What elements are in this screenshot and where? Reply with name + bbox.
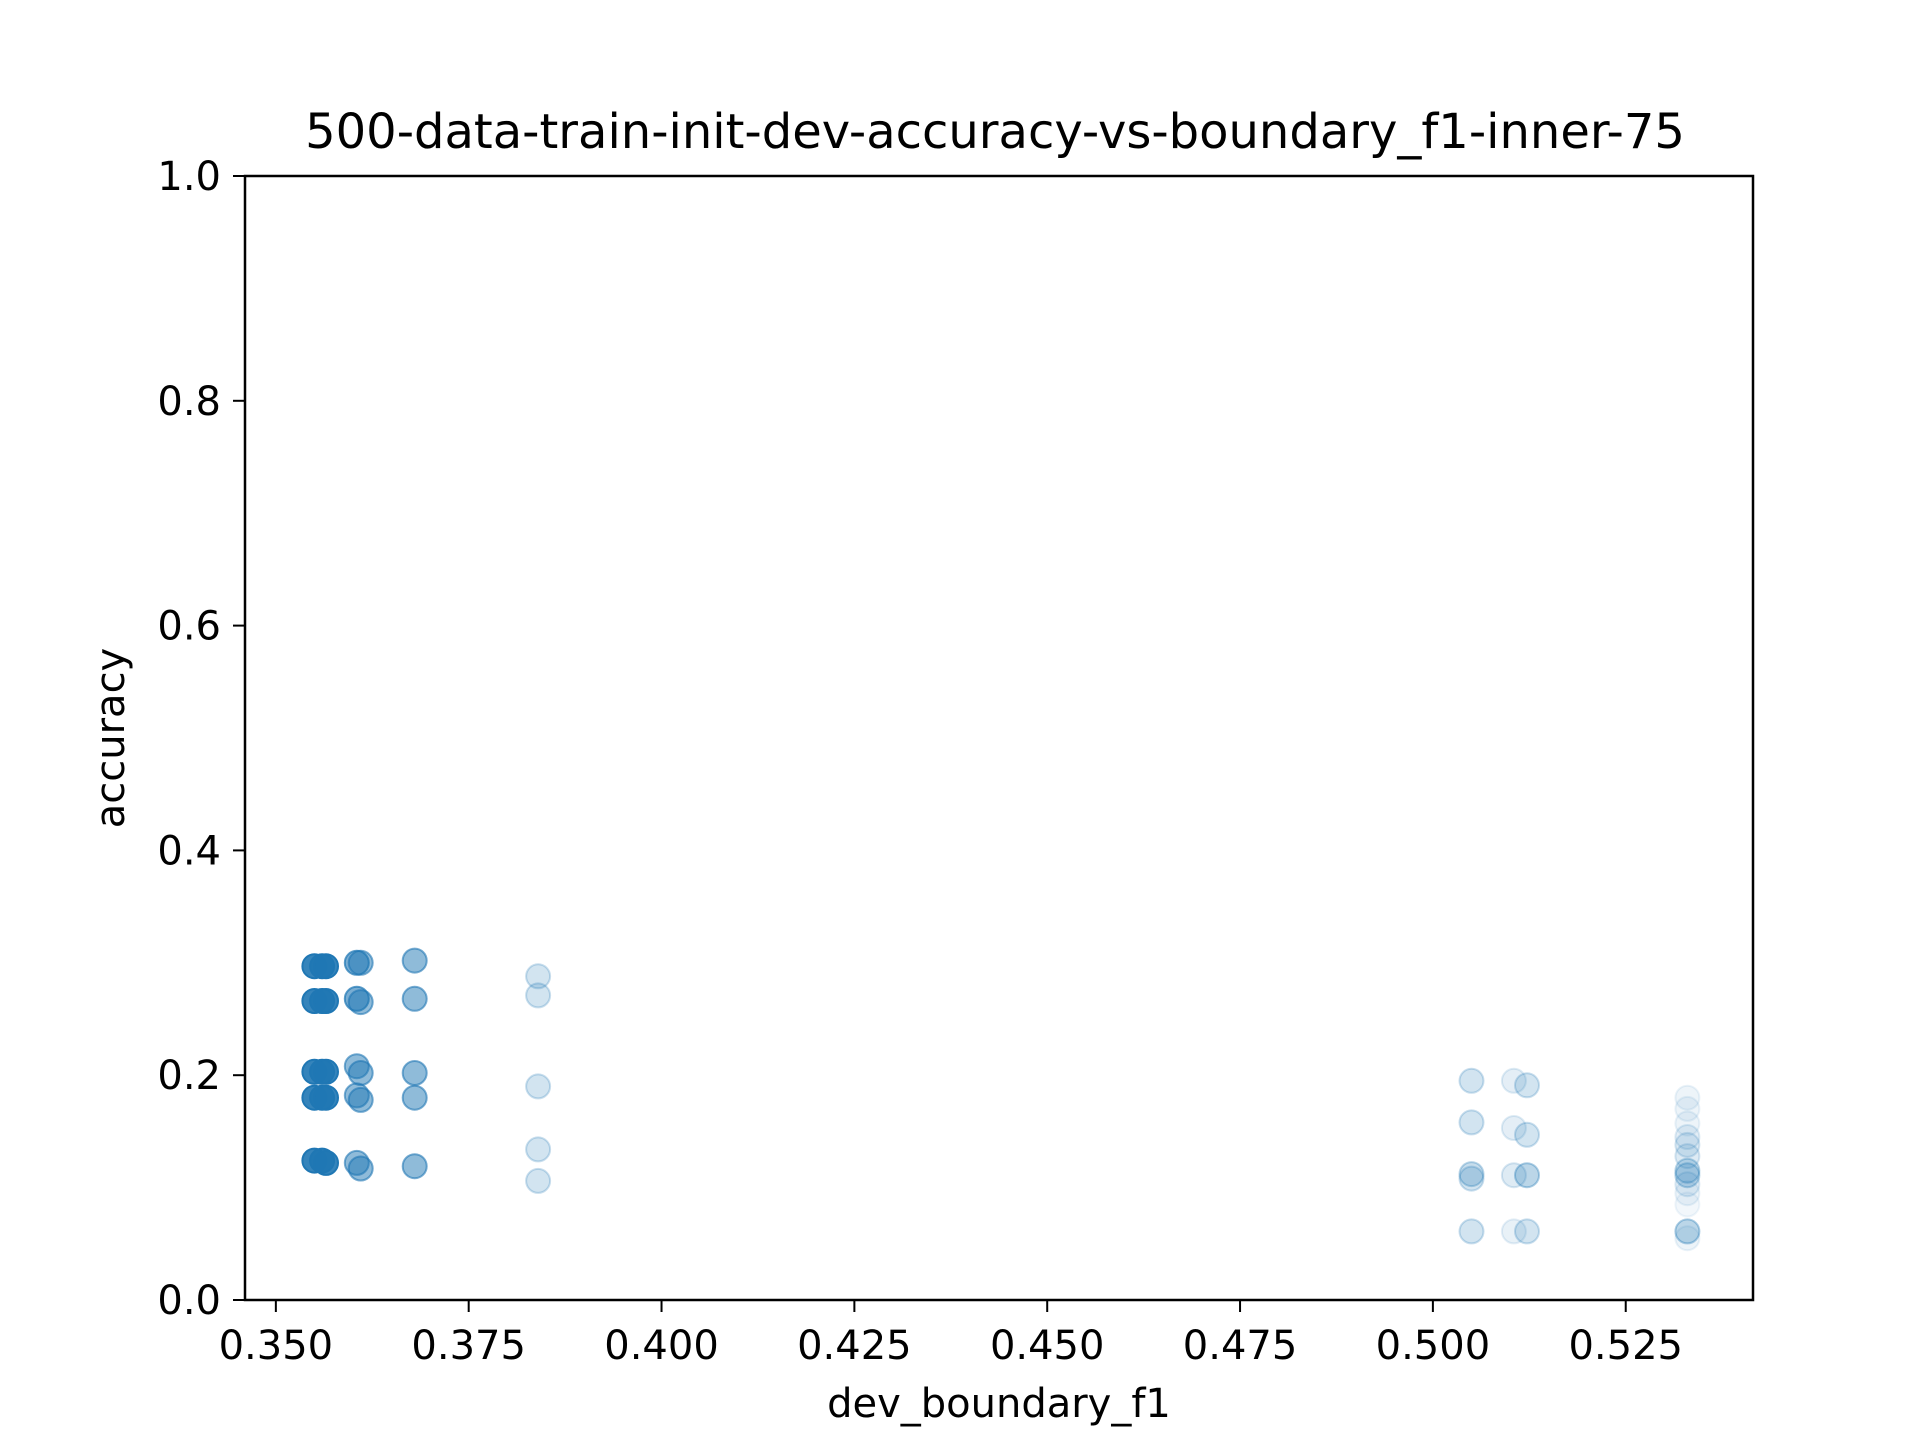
y-axis: 0.0 0.2 0.4 0.6 0.8 1.0	[157, 154, 245, 1324]
x-tick-label: 0.350	[219, 1323, 334, 1369]
y-tick-label: 0.8	[157, 379, 221, 425]
scatter-point	[525, 1136, 552, 1163]
scatter-point	[347, 989, 374, 1016]
x-tick-label: 0.525	[1568, 1323, 1683, 1369]
plot-frame	[243, 174, 1755, 1302]
scatter-point	[1514, 1072, 1540, 1099]
scatter-point	[1458, 1165, 1485, 1192]
scatter-point	[1674, 1191, 1701, 1218]
scatter-point	[1458, 1109, 1485, 1136]
y-tick-label: 0.6	[157, 604, 221, 650]
scatter-point	[313, 1084, 339, 1111]
scatter-point	[347, 949, 374, 976]
scatter-point	[525, 1167, 552, 1194]
scatter-point	[401, 1060, 428, 1086]
y-tick-label: 0.2	[157, 1053, 221, 1099]
scatter-point	[1674, 1084, 1701, 1111]
scatter-point	[401, 1153, 428, 1180]
scatter-point	[1458, 1218, 1485, 1245]
scatter-point	[1674, 1143, 1701, 1170]
y-tick-label: 1.0	[157, 154, 221, 200]
scatter-point	[1500, 1162, 1527, 1189]
chart-title: 500-data-train-init-dev-accuracy-vs-boun…	[305, 104, 1685, 160]
x-tick-label: 0.400	[604, 1323, 719, 1369]
x-axis: 0.350 0.375 0.400 0.425 0.450 0.475 0.500 0.525	[219, 1300, 1683, 1369]
scatter-point	[313, 1149, 339, 1176]
scatter-point	[1674, 1180, 1701, 1207]
scatter-point	[313, 988, 339, 1014]
scatter-point	[347, 1060, 374, 1086]
scatter-point	[347, 1086, 374, 1113]
scatter-point	[1674, 1124, 1701, 1150]
scatter-point	[401, 947, 428, 974]
scatter-point	[1674, 1218, 1701, 1245]
scatter-point	[1674, 1162, 1701, 1189]
scatter-point	[401, 1084, 428, 1111]
scatter-point	[1514, 1162, 1540, 1189]
scatter-point	[313, 953, 339, 980]
scatter-point	[525, 963, 552, 990]
x-tick-label: 0.450	[990, 1323, 1105, 1369]
scatter-point	[1458, 1161, 1485, 1188]
scatter-point	[1674, 1225, 1701, 1252]
scatter-point	[1674, 1131, 1701, 1158]
scatter-point	[525, 982, 552, 1009]
scatter-point	[1674, 1110, 1701, 1137]
y-tick-label: 0.4	[157, 828, 221, 874]
x-tick-label: 0.500	[1376, 1323, 1491, 1369]
x-tick-label: 0.475	[1183, 1323, 1298, 1369]
scatter-point	[1500, 1067, 1527, 1094]
x-tick-label: 0.375	[411, 1323, 526, 1369]
scatter-point	[1500, 1115, 1527, 1141]
scatter-point	[347, 1155, 374, 1182]
scatter-point	[1500, 1218, 1527, 1245]
scatter-point	[401, 985, 428, 1012]
points-layer	[301, 947, 1701, 1252]
x-axis-label: dev_boundary_f1	[827, 1381, 1171, 1427]
scatter-point	[313, 1058, 339, 1085]
y-axis-label: accuracy	[88, 648, 134, 828]
scatter-point	[1514, 1121, 1540, 1148]
x-tick-label: 0.425	[797, 1323, 912, 1369]
scatter-point	[1458, 1067, 1485, 1094]
scatter-point	[525, 1073, 552, 1100]
scatter-point	[1514, 1218, 1540, 1245]
scatter-point	[1674, 1157, 1701, 1184]
scatter-point	[1674, 1171, 1701, 1198]
scatter-point	[1674, 1095, 1701, 1122]
y-tick-label: 0.0	[157, 1278, 221, 1324]
